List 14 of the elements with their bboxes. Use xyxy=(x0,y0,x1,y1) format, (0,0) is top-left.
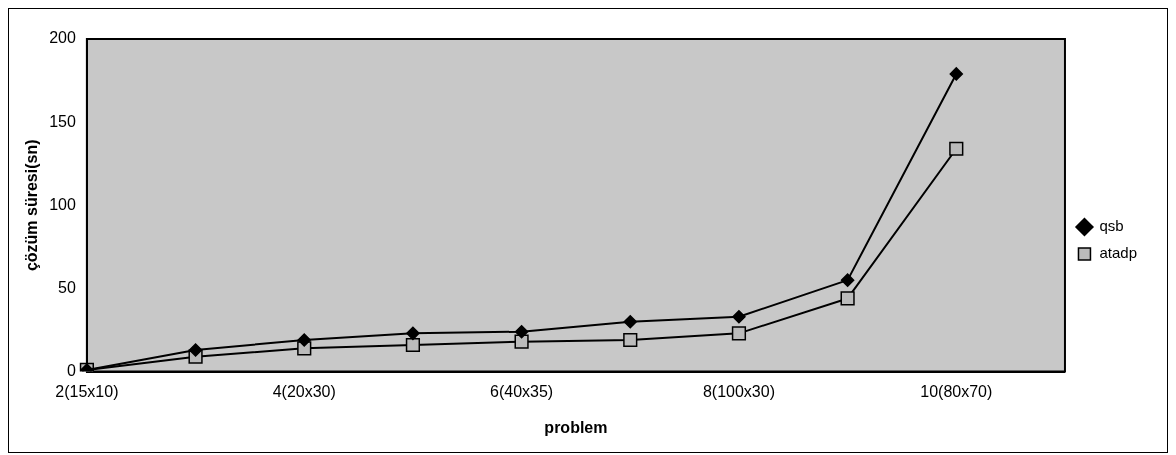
x-tick-label: 6(40x35) xyxy=(490,382,554,400)
x-tick-label: 10(80x70) xyxy=(920,382,993,400)
y-tick-label: 100 xyxy=(49,195,76,213)
x-tick-label: 4(20x30) xyxy=(272,382,336,400)
legend-label: qsb xyxy=(1099,217,1124,235)
y-tick-label: 50 xyxy=(58,278,76,296)
y-tick-label: 0 xyxy=(66,362,76,380)
legend-label: atadp xyxy=(1099,244,1138,262)
y-tick-label: 150 xyxy=(49,112,76,130)
x-tick-label: 2(15x10) xyxy=(55,382,119,400)
y-tick-label: 200 xyxy=(49,29,76,47)
x-axis-title: problem xyxy=(544,418,608,436)
x-tick-label: 8(100x30) xyxy=(702,382,775,400)
y-axis-title: çözüm süresi(sn) xyxy=(23,139,41,272)
